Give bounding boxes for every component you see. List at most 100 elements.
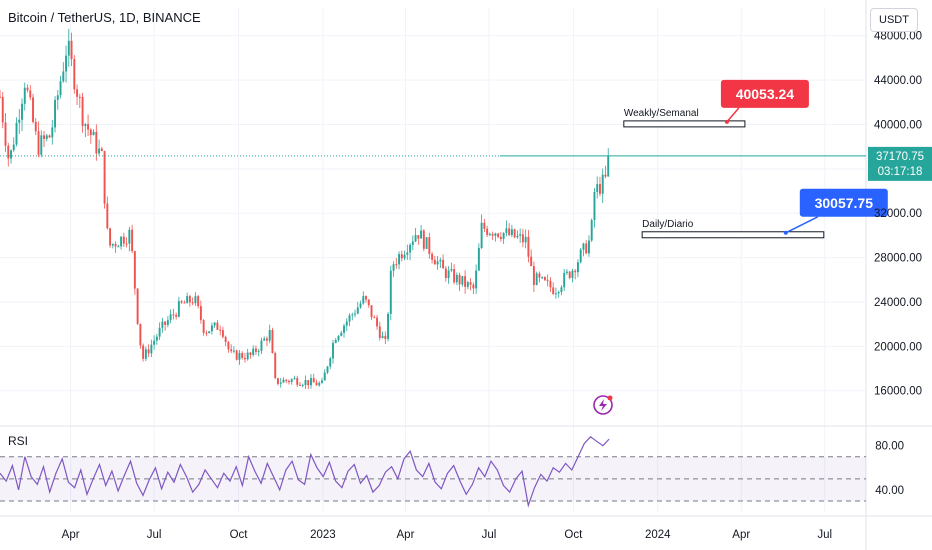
candle-up: [293, 375, 296, 380]
candle-body: [409, 244, 412, 253]
candle-body: [351, 314, 354, 316]
time-tick-label: 2023: [310, 529, 336, 541]
candle-up: [282, 377, 285, 383]
candle-up: [425, 237, 428, 250]
candle-up: [290, 378, 293, 385]
candle-up: [466, 280, 469, 290]
candle-up: [56, 90, 59, 110]
price-tick-label: 28000.00: [874, 253, 922, 265]
candle-body: [257, 350, 260, 352]
candle-down: [29, 85, 32, 101]
candle-body: [354, 313, 356, 315]
candle-body: [241, 353, 244, 358]
price-tick-label: 40000.00: [874, 119, 922, 131]
candle-up: [323, 369, 326, 381]
candle-down: [604, 165, 607, 179]
candle-body: [26, 87, 29, 91]
candle-down: [508, 223, 511, 237]
candle-down: [103, 150, 106, 209]
candle-body: [12, 144, 15, 151]
candle-body: [406, 252, 409, 255]
candle-body: [530, 256, 533, 267]
candle-body: [199, 306, 202, 321]
candle-body: [103, 150, 106, 204]
candle-body: [301, 384, 304, 386]
event-alert-dot: [607, 395, 613, 401]
candle-body: [29, 90, 32, 98]
candle-down: [552, 282, 555, 296]
candle-down: [395, 258, 398, 269]
candle-body: [84, 124, 87, 126]
candle-down: [574, 269, 577, 280]
candle-body: [144, 349, 147, 359]
candle-up: [84, 123, 87, 138]
daily-callout-anchor: [783, 230, 788, 235]
symbol-title[interactable]: Bitcoin / TetherUS, 1D, BINANCE: [8, 10, 201, 25]
candle-down: [444, 266, 447, 282]
candle-down: [235, 349, 238, 361]
candle-body: [433, 259, 436, 265]
candle-body: [356, 307, 359, 314]
candle-body: [70, 40, 73, 60]
candle-body: [337, 335, 340, 340]
candle-up: [208, 331, 211, 334]
candle-up: [343, 323, 345, 338]
candle-up: [62, 62, 65, 83]
candle-up: [329, 356, 332, 370]
weekly-callout-price: 40053.24: [736, 86, 795, 102]
candle-body: [519, 234, 522, 236]
candle-up: [12, 137, 15, 152]
candle-up: [10, 149, 12, 164]
candle-up: [128, 226, 131, 252]
candle-up: [414, 228, 417, 243]
candle-body: [120, 236, 123, 247]
candle-body: [213, 322, 216, 326]
candle-body: [480, 222, 483, 248]
candle-up: [67, 28, 70, 67]
candle-up: [144, 346, 147, 362]
candle-body: [387, 313, 390, 339]
candle-body: [139, 323, 142, 346]
rsi-label[interactable]: RSI: [8, 434, 29, 448]
candle-down: [497, 232, 500, 239]
candle-up: [477, 243, 480, 271]
candle-down: [543, 276, 546, 281]
candle-up: [150, 339, 153, 358]
candle-body: [122, 236, 125, 244]
candle-up: [403, 250, 406, 261]
candle-up: [436, 255, 439, 270]
candle-body: [524, 236, 527, 243]
candle-body: [563, 272, 566, 288]
candle-body: [1, 96, 4, 123]
bar-countdown: 03:17:18: [878, 166, 923, 178]
candle-body: [466, 282, 469, 287]
candle-body: [238, 353, 241, 360]
candle-body: [243, 357, 246, 360]
candle-up: [23, 82, 26, 111]
candle-down: [125, 237, 128, 248]
candle-up: [480, 214, 483, 249]
candle-up: [318, 381, 321, 387]
candle-body: [202, 320, 205, 333]
candle-up: [155, 333, 158, 345]
candle-body: [607, 155, 610, 177]
candle-body: [376, 317, 379, 327]
candle-body: [472, 284, 475, 289]
candle-up: [505, 220, 508, 237]
weekly-level-label: Weakly/Semanal: [624, 108, 699, 119]
currency-badge[interactable]: USDT: [870, 8, 918, 32]
candle-body: [4, 122, 7, 146]
price-tick-label: 32000.00: [874, 208, 922, 220]
candle-body: [601, 174, 604, 194]
candle-body: [499, 236, 502, 239]
candle-up: [488, 232, 491, 237]
candle-body: [329, 358, 332, 367]
candle-body: [475, 270, 478, 289]
candle-body: [205, 332, 208, 334]
candle-up: [593, 188, 596, 228]
candle-body: [598, 184, 601, 194]
candle-body: [521, 234, 524, 243]
candle-body: [252, 348, 255, 355]
candle-down: [95, 124, 98, 161]
